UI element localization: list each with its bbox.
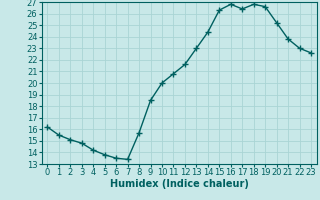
X-axis label: Humidex (Indice chaleur): Humidex (Indice chaleur) [110,179,249,189]
